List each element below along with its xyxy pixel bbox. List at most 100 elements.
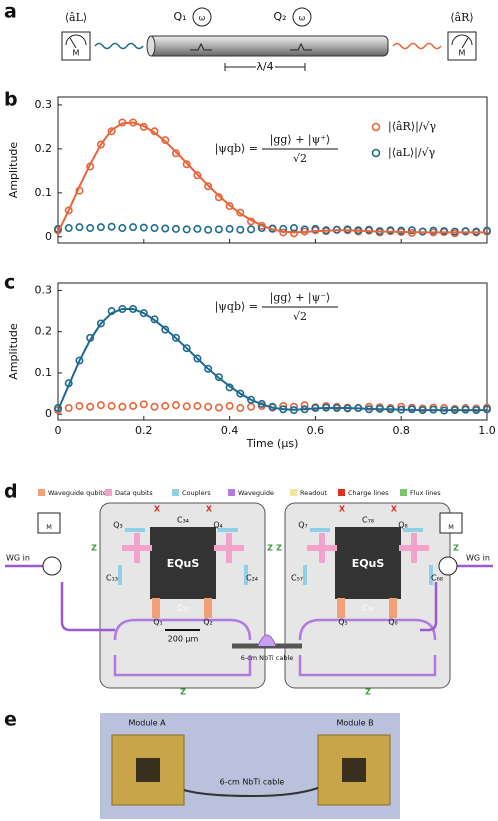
legend-label: Readout (300, 489, 327, 497)
scale-label: 200 µm (168, 635, 199, 644)
panel-label: e (4, 709, 17, 731)
x-tick-label: 0.4 (221, 424, 239, 437)
legend-label: |⟨âR⟩|/√γ (388, 120, 437, 134)
legend-swatch (228, 489, 235, 496)
data-point (118, 224, 127, 233)
y-tick-label: 0.2 (35, 142, 53, 155)
equation-denominator: √2 (293, 310, 307, 323)
wave (392, 42, 442, 50)
data-point (139, 309, 148, 318)
distance-bar (224, 63, 306, 71)
data-point (107, 222, 116, 231)
data-point (193, 171, 202, 180)
data-point (182, 344, 191, 353)
meter-label: M (46, 523, 52, 531)
fit-line (57, 121, 487, 234)
data-point (236, 404, 245, 413)
distance-label: λ/4 (256, 60, 273, 73)
qubit-label: Q₈ (398, 521, 408, 530)
waveguide-qubit (152, 598, 397, 618)
legend-label: Couplers (182, 489, 211, 497)
operator: ⟨âL⟩ (65, 11, 87, 24)
data-point (161, 136, 170, 145)
data-point (214, 403, 223, 412)
equation-numerator: |gg⟩ + |ψ⁺⟩ (270, 133, 331, 147)
meter (61, 31, 91, 61)
legend-label: Charge lines (348, 489, 389, 497)
data-point (64, 206, 73, 215)
data-point (204, 402, 213, 411)
center (335, 527, 401, 599)
charts: b 0 0.1 0.2 0.3 Amplitude |⟨âR⟩|/√γ |⟨aL⟩|/√γ |ψ… (4, 89, 496, 451)
qubit-label: Q₁ (153, 618, 163, 627)
y-tick-label: 0 (45, 407, 52, 420)
panel-label: a (4, 1, 17, 23)
data-point (429, 226, 438, 235)
data-point (171, 401, 180, 410)
legend-label: Waveguide qubits (48, 489, 107, 497)
qubit (292, 7, 312, 27)
legend-label: Waveguide (238, 489, 274, 497)
data-point (193, 224, 202, 233)
coupler-label: C₁₂ (177, 604, 189, 613)
charge-mark: X (339, 505, 346, 514)
data-point (440, 227, 449, 236)
data-point (161, 401, 170, 410)
flux-mark: Z (267, 544, 273, 553)
data-point (96, 140, 105, 149)
y-tick-label: 0 (45, 230, 52, 243)
data-point (247, 225, 256, 234)
circulator (42, 556, 62, 576)
x-axis-label: Time (µs) (246, 437, 299, 450)
waveguide-end (146, 35, 156, 57)
data-point (247, 402, 256, 411)
module-layout (5, 527, 493, 677)
legend-marker (371, 122, 381, 132)
qubit-symbol: ω (299, 14, 306, 23)
x-tick-label: 0 (55, 424, 62, 437)
data-point (96, 401, 105, 410)
data-point (182, 160, 191, 169)
data-point (204, 364, 213, 373)
cable-label: 6-cm NbTi cable (220, 778, 285, 787)
legend-swatch (400, 489, 407, 496)
data-point (129, 401, 138, 410)
data-point (386, 226, 395, 235)
data-point (118, 402, 127, 411)
data-point (365, 225, 374, 234)
charge-mark: X (206, 505, 213, 514)
data-point (86, 402, 95, 411)
circulator (438, 556, 458, 576)
coupling (190, 42, 312, 51)
qubit-label: Q₇ (298, 521, 308, 530)
charge-mark: X (154, 505, 161, 514)
waveguide-line (5, 564, 493, 632)
coupler-label: C₅₇ (291, 574, 303, 583)
equation-lhs: |ψqb⟩ = (215, 300, 258, 314)
data-point (107, 127, 116, 136)
equation-denominator: √2 (293, 152, 307, 165)
data-point (193, 354, 202, 363)
operator: ⟨âR⟩ (450, 11, 473, 24)
qubit-label: Q₂ (203, 618, 213, 627)
y-axis-label: Amplitude (7, 142, 20, 199)
data-point (214, 373, 223, 382)
meter-label: M (448, 523, 454, 531)
x-tick-label: 0.8 (392, 424, 410, 437)
data-point (182, 225, 191, 234)
y-tick-label: 0.1 (35, 186, 53, 199)
data-point (64, 224, 73, 233)
meter-label: M (459, 49, 466, 58)
data-point (171, 224, 180, 233)
x-tick-label: 1.0 (478, 424, 496, 437)
legend-marker (371, 148, 381, 158)
data-point (193, 401, 202, 410)
legend-label: Flux lines (410, 489, 441, 497)
meter (447, 31, 477, 61)
data-point (440, 404, 449, 413)
panel-d: d M M WG in WG in EQuS EQuS 200 µm 6-cm … (4, 481, 493, 697)
coupler-label: C₃₄ (177, 516, 189, 525)
data-point (289, 229, 298, 238)
coupler-label: C₁₃ (106, 574, 118, 583)
data-point (225, 224, 234, 233)
